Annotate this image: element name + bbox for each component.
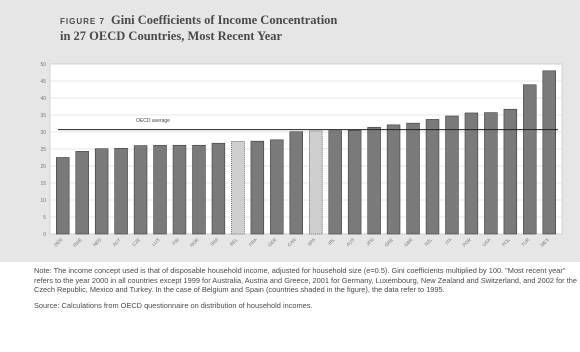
bar-swi <box>211 142 226 235</box>
x-tick-label: SWE <box>72 237 83 248</box>
bar-ned <box>94 148 109 235</box>
bar-ita <box>445 115 459 235</box>
bar-aut <box>114 148 128 235</box>
x-tick-label: IRL <box>327 237 336 246</box>
x-tick-label: AUS <box>345 237 355 247</box>
x-tick-label: CAN <box>287 237 297 247</box>
x-tick-label: NED <box>92 237 103 248</box>
x-tick-label: FRA <box>248 237 259 248</box>
oecd-average-label: OECD average <box>136 118 170 124</box>
bar-nor <box>192 144 206 235</box>
x-tick-label: MEX <box>539 237 550 248</box>
x-tick-label: GER <box>267 237 278 248</box>
x-tick-label: GBR <box>403 237 414 248</box>
x-tick-label: BEL <box>229 237 239 247</box>
x-tick-label: POL <box>501 237 511 247</box>
bar-bel <box>231 141 245 235</box>
figure-title-line-2: in 27 OECD Countries, Most Recent Year <box>60 29 283 43</box>
x-tick-label: SPA <box>307 237 317 247</box>
bar-lux <box>153 144 167 235</box>
y-tick-label: 50 <box>40 62 46 68</box>
y-tick-label: 15 <box>40 181 46 187</box>
y-tick-label: 20 <box>40 164 46 170</box>
y-tick-label: 35 <box>40 113 46 119</box>
x-tick-label: TUR <box>520 237 531 248</box>
y-tick-label: 30 <box>40 130 46 136</box>
bar-fra <box>250 140 265 235</box>
bar-por <box>464 112 479 235</box>
y-tick-label: 10 <box>40 198 46 204</box>
bar-gbr <box>406 122 420 235</box>
figure-title-line-1: Gini Coefficients of Income Concentratio… <box>111 13 338 27</box>
bar-aus <box>347 130 362 235</box>
x-tick-label: POR <box>462 237 473 248</box>
bar-jpn <box>367 126 381 235</box>
bar-mex <box>542 70 556 235</box>
x-tick-label: CZE <box>131 237 141 247</box>
y-tick-label: 40 <box>40 96 46 102</box>
figure-note: Note: The income concept used is that of… <box>34 266 577 295</box>
y-tick-label: 25 <box>40 147 46 153</box>
x-tick-label: DEN <box>53 237 63 247</box>
x-tick-label: NZL <box>424 237 434 247</box>
bar-fin <box>172 144 187 235</box>
x-tick-label: NOR <box>189 237 200 248</box>
bar-swe <box>75 151 89 235</box>
y-tick-label: 0 <box>43 232 46 238</box>
gini-bar-chart: 0 5 10 15 20 25 30 35 40 45 50 DEN SWE NED AUT CZE LUX FI… <box>40 62 563 248</box>
bar-irl <box>328 130 342 235</box>
bar-nzl <box>425 119 440 235</box>
figure-source: Source: Calculations from OECD questionn… <box>34 300 313 310</box>
bar-cze <box>133 145 148 235</box>
bar-spa <box>309 130 323 235</box>
y-tick-label: 5 <box>43 215 46 221</box>
figure-notes: Note: The income concept used is that of… <box>34 266 578 310</box>
bar-ger <box>270 139 284 235</box>
x-tick-label: FIN <box>171 237 180 246</box>
y-tick-label: 45 <box>40 79 46 85</box>
bar-tur <box>523 84 537 235</box>
bar-can <box>289 131 303 235</box>
figure-label: FIGURE 7 <box>60 17 105 26</box>
x-tick-label: USA <box>481 237 492 248</box>
x-tick-label: AUT <box>112 237 122 247</box>
figure-title: FIGURE 7 Gini Coefficients of Income Con… <box>60 13 500 43</box>
bar-gre <box>386 124 401 235</box>
x-tick-label: ITA <box>444 237 453 246</box>
x-tick-label: LUX <box>151 237 161 247</box>
x-tick-label: GRE <box>384 237 395 248</box>
bar-usa <box>484 112 498 235</box>
x-tick-label: SWI <box>209 237 219 247</box>
x-tick-label: JPN <box>365 237 375 247</box>
bar-den <box>56 157 70 235</box>
bar-pol <box>503 108 518 235</box>
